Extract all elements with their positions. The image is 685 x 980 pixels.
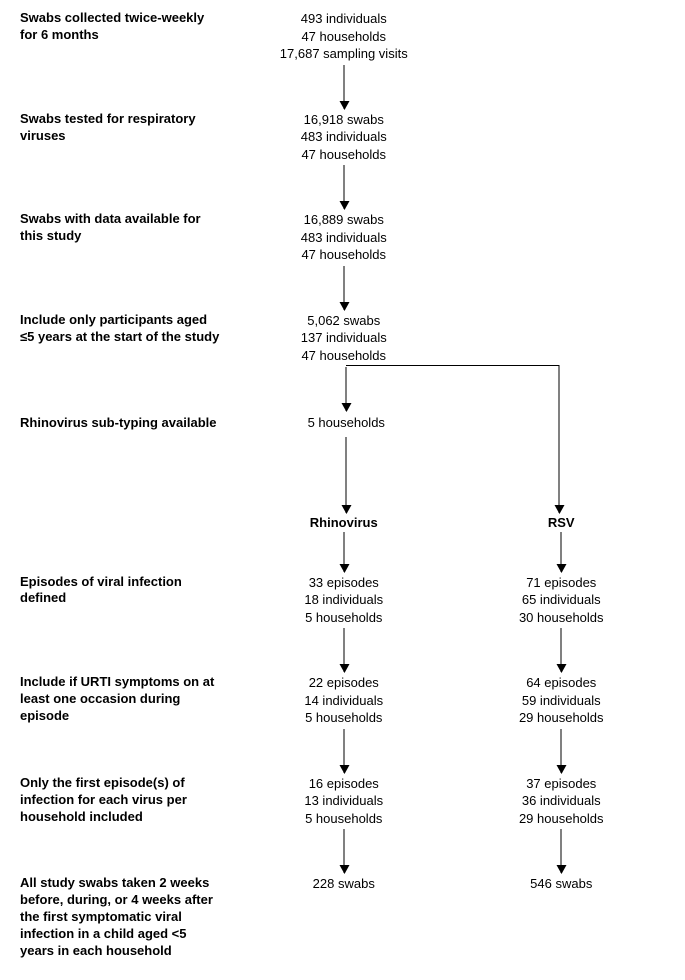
- branch-right-0: 71 episodes 65 individuals 30 households: [458, 574, 666, 627]
- branch-right-1: 64 episodes 59 individuals 29 households: [458, 674, 666, 727]
- arrow-down-icon: [343, 266, 344, 310]
- branch-label-1: Include if URTI symptoms on at least one…: [20, 674, 230, 727]
- arrow-down-icon: [346, 437, 347, 513]
- arrow-down-icon: [558, 365, 559, 513]
- branch-left-3: 228 swabs: [240, 875, 448, 959]
- branch-heading-left: Rhinovirus: [240, 515, 448, 530]
- branch-left-1-2: 5 households: [240, 709, 448, 727]
- step-data-2: 16,889 swabs 483 individuals 47 househol…: [240, 211, 448, 264]
- branch-left-1-0: 22 episodes: [240, 674, 448, 692]
- arrow-down-icon: [343, 65, 344, 109]
- step-0-line-0: 493 individuals: [240, 10, 448, 28]
- branch-left-2-1: 13 individuals: [240, 792, 448, 810]
- step-2-line-1: 483 individuals: [240, 229, 448, 247]
- branch-split: 5 households: [240, 365, 665, 515]
- step-3-line-2: 47 households: [240, 347, 448, 365]
- arrow-down-icon: [561, 532, 562, 572]
- branch-right-0-1: 65 individuals: [458, 591, 666, 609]
- branch-right-1-1: 59 individuals: [458, 692, 666, 710]
- branch-right-2-1: 36 individuals: [458, 792, 666, 810]
- arrow-down-icon: [343, 628, 344, 672]
- subtyping-value: 5 households: [308, 415, 385, 430]
- step-1-line-1: 483 individuals: [240, 128, 448, 146]
- step-label-2: Swabs with data available for this study: [20, 211, 230, 264]
- step-data-1: 16,918 swabs 483 individuals 47 househol…: [240, 111, 448, 164]
- branch-right-0-0: 71 episodes: [458, 574, 666, 592]
- branch-right-2-2: 29 households: [458, 810, 666, 828]
- branch-right-3-0: 546 swabs: [458, 875, 666, 893]
- step-data-0: 493 individuals 47 households 17,687 sam…: [240, 10, 448, 63]
- branch-right-1-2: 29 households: [458, 709, 666, 727]
- arrow-down-icon: [343, 729, 344, 773]
- branch-left-0: 33 episodes 18 individuals 5 households: [240, 574, 448, 627]
- arrow-down-icon: [343, 829, 344, 873]
- step-3-line-0: 5,062 swabs: [240, 312, 448, 330]
- flowchart: Swabs collected twice-weekly for 6 month…: [20, 10, 665, 960]
- arrow-down-icon: [561, 628, 562, 672]
- branch-left-2-2: 5 households: [240, 810, 448, 828]
- step-label-3: Include only participants aged ≤5 years …: [20, 312, 230, 365]
- branch-label-0: Episodes of viral infection defined: [20, 574, 230, 627]
- branch-left-0-2: 5 households: [240, 609, 448, 627]
- step-3-line-1: 137 individuals: [240, 329, 448, 347]
- step-0-line-2: 17,687 sampling visits: [240, 45, 448, 63]
- step-2-line-2: 47 households: [240, 246, 448, 264]
- branch-left-2: 16 episodes 13 individuals 5 households: [240, 775, 448, 828]
- step-1-line-2: 47 households: [240, 146, 448, 164]
- step-0-line-1: 47 households: [240, 28, 448, 46]
- branch-left-0-1: 18 individuals: [240, 591, 448, 609]
- step-data-3: 5,062 swabs 137 individuals 47 household…: [240, 312, 448, 365]
- arrow-down-icon: [346, 367, 347, 411]
- branch-left-1: 22 episodes 14 individuals 5 households: [240, 674, 448, 727]
- branch-right-1-0: 64 episodes: [458, 674, 666, 692]
- connector-horizontal: [346, 365, 559, 366]
- branch-label-2: Only the first episode(s) of infection f…: [20, 775, 230, 828]
- branch-left-0-0: 33 episodes: [240, 574, 448, 592]
- step-label-0: Swabs collected twice-weekly for 6 month…: [20, 10, 230, 63]
- branch-right-3: 546 swabs: [458, 875, 666, 959]
- branch-right-2: 37 episodes 36 individuals 29 households: [458, 775, 666, 828]
- arrow-down-icon: [561, 829, 562, 873]
- step-2-line-0: 16,889 swabs: [240, 211, 448, 229]
- step-1-line-0: 16,918 swabs: [240, 111, 448, 129]
- arrow-down-icon: [343, 165, 344, 209]
- branch-label-3: All study swabs taken 2 weeks before, du…: [20, 875, 230, 959]
- branch-left-2-0: 16 episodes: [240, 775, 448, 793]
- subtyping-label: Rhinovirus sub-typing available: [20, 365, 230, 515]
- branch-heading-right: RSV: [458, 515, 666, 530]
- branch-left-1-1: 14 individuals: [240, 692, 448, 710]
- branch-right-2-0: 37 episodes: [458, 775, 666, 793]
- arrow-down-icon: [561, 729, 562, 773]
- branch-left-3-0: 228 swabs: [240, 875, 448, 893]
- arrow-down-icon: [343, 532, 344, 572]
- branch-right-0-2: 30 households: [458, 609, 666, 627]
- step-label-1: Swabs tested for respiratory viruses: [20, 111, 230, 164]
